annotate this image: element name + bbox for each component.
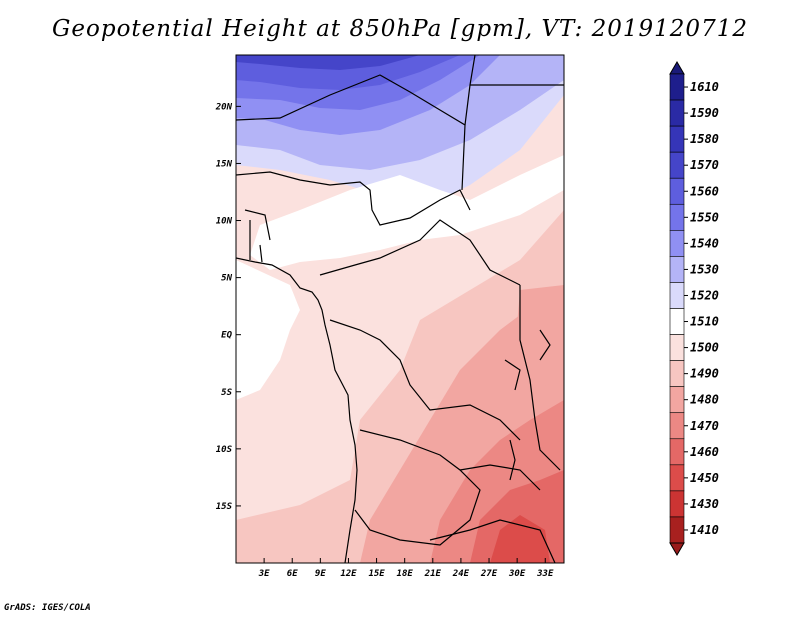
y-tick-label: 20N <box>215 102 233 112</box>
colorbar-label: 1550 <box>690 210 719 224</box>
y-axis: 20N 15N 10N 5N EQ 5S 10S 15S <box>215 102 241 512</box>
colorbar-label: 1470 <box>690 419 719 433</box>
x-tick-label: 21E <box>424 569 442 579</box>
height-field <box>236 55 564 563</box>
colorbar-label: 1460 <box>690 445 719 459</box>
plot-frame <box>235 54 565 564</box>
border-zambia <box>459 464 541 491</box>
map-title: Geopotential Height at 850hPa [gpm], VT:… <box>52 16 748 42</box>
border-east <box>519 285 561 471</box>
colorbar-label: 1520 <box>690 288 719 302</box>
x-tick-label: 12E <box>340 569 357 579</box>
x-tick-label: 6E <box>287 569 298 579</box>
colorbar-swatch <box>669 464 685 492</box>
colorbar-label: 1560 <box>690 184 719 198</box>
colorbar-swatch <box>669 516 685 544</box>
y-tick-label: 5N <box>221 274 232 284</box>
colorbar-label: 1580 <box>690 132 719 146</box>
x-tick-label: 24E <box>452 569 470 579</box>
colorbar-swatch <box>669 99 685 127</box>
colorbar-label: 1570 <box>690 158 719 172</box>
x-tick-label: 18E <box>397 569 414 579</box>
colorbar-swatch <box>669 490 685 518</box>
colorbar-label: 1510 <box>690 315 719 329</box>
x-tick-label: 33E <box>536 569 554 579</box>
colorbar-swatch <box>669 308 685 335</box>
band-1450 <box>490 515 550 563</box>
country-borders <box>236 55 564 563</box>
x-tick-label: 9E <box>315 569 326 579</box>
colorbar-swatch <box>669 412 685 440</box>
x-tick-label: 3E <box>258 569 270 579</box>
band-1510-coast <box>236 260 300 400</box>
colorbar-label: 1410 <box>690 523 719 537</box>
y-tick-label: EQ <box>221 331 232 341</box>
colorbar: 1610 1590 1580 1570 1560 1550 1540 1530 1520 1510… <box>669 61 719 556</box>
border-sahel <box>236 171 471 226</box>
y-tick-label: 15S <box>216 502 233 512</box>
colorbar-swatch <box>669 334 685 361</box>
colorbar-label: 1490 <box>690 367 719 381</box>
colorbar-swatch <box>669 177 685 205</box>
grads-credit: GrADS: IGES/COLA <box>4 603 91 613</box>
y-tick-label: 5S <box>221 388 232 398</box>
y-tick-label: 10N <box>216 217 233 227</box>
border-north <box>236 74 466 191</box>
colorbar-swatch <box>669 203 685 231</box>
coastline <box>236 257 358 563</box>
border-central <box>319 219 521 286</box>
border-west-africa <box>244 209 271 263</box>
colorbar-swatch <box>669 151 685 179</box>
colorbar-label: 1450 <box>690 471 719 485</box>
x-axis: 3E 6E 9E 12E 15E 18E 21E 24E 27E 30E 33E <box>258 558 554 579</box>
band-1570 <box>236 55 420 70</box>
x-tick-label: 27E <box>480 569 498 579</box>
colorbar-bottom-cap <box>669 542 685 556</box>
colorbar-swatch <box>669 230 685 257</box>
colorbar-label: 1610 <box>690 80 719 94</box>
x-tick-label: 15E <box>368 569 385 579</box>
colorbar-swatch <box>669 125 685 153</box>
band-1510-north <box>250 155 564 270</box>
border-north-east <box>464 55 564 126</box>
border-congo <box>329 319 521 441</box>
colorbar-label: 1500 <box>690 341 719 355</box>
band-1480-east <box>515 285 564 390</box>
x-tick-label: 30E <box>508 569 526 579</box>
border-south <box>429 519 556 563</box>
y-tick-label: 15N <box>216 159 233 169</box>
colorbar-swatch <box>669 282 685 309</box>
y-tick-label: 10S <box>216 445 233 455</box>
colorbar-swatch <box>669 360 685 387</box>
lakes <box>504 329 551 481</box>
colorbar-label: 1540 <box>690 236 719 250</box>
colorbar-label: 1480 <box>690 393 719 407</box>
colorbar-label: 1590 <box>690 106 719 120</box>
colorbar-top-cap <box>669 61 685 75</box>
colorbar-swatch <box>669 73 685 101</box>
colorbar-swatch <box>669 256 685 283</box>
colorbar-label: 1530 <box>690 262 719 276</box>
colorbar-swatch <box>669 438 685 466</box>
border-angola <box>354 429 481 546</box>
colorbar-label: 1430 <box>690 497 719 511</box>
colorbar-swatch <box>669 386 685 414</box>
